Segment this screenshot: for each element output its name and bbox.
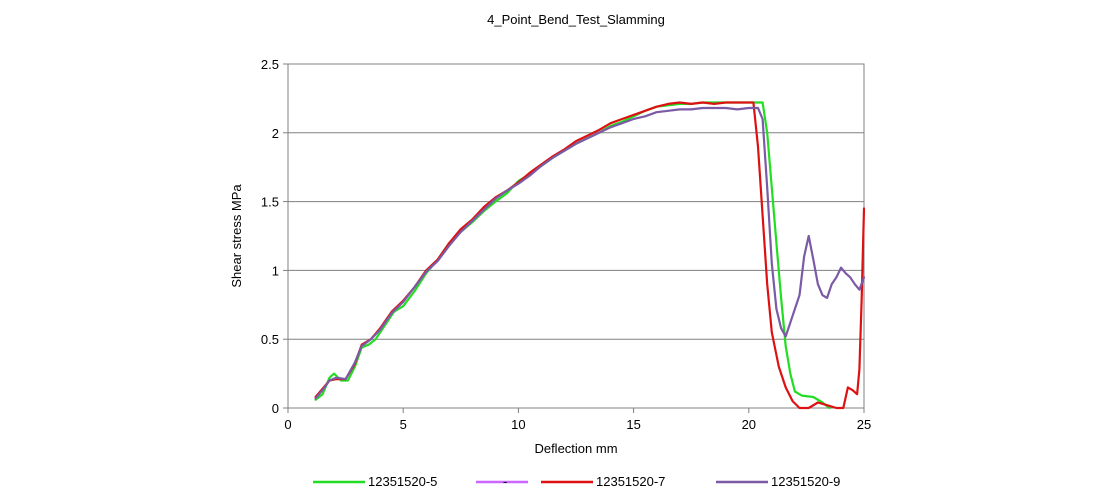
y-tick-label: 2: [272, 126, 279, 141]
y-tick-label: 2.5: [261, 57, 279, 72]
x-tick-label: 5: [400, 417, 407, 432]
chart-title: 4_Point_Bend_Test_Slamming: [487, 12, 665, 27]
x-tick-label: 0: [284, 417, 291, 432]
legend-label-2: -: [503, 474, 507, 489]
series-lines: [314, 101, 865, 410]
y-tick-label: 0: [272, 401, 279, 416]
x-axis-ticks: 0 5 10 15 20 25: [284, 408, 871, 432]
series-line-4: [314, 106, 865, 400]
series-line-3: [314, 101, 865, 410]
y-tick-label: 0.5: [261, 332, 279, 347]
legend-label-4: 12351520-9: [771, 474, 840, 489]
x-tick-label: 15: [626, 417, 640, 432]
x-tick-label: 25: [857, 417, 871, 432]
x-tick-label: 20: [742, 417, 756, 432]
y-tick-label: 1.5: [261, 195, 279, 210]
legend-label-3: 12351520-7: [596, 474, 665, 489]
x-tick-label: 10: [511, 417, 525, 432]
y-axis-label: Shear stress MPa: [229, 184, 244, 288]
y-axis-ticks: 0 0.5 1 1.5 2 2.5: [261, 57, 288, 416]
series-line-1: [314, 101, 831, 410]
y-tick-label: 1: [272, 263, 279, 278]
legend-label-1: 12351520-5: [368, 474, 437, 489]
legend: 12351520-5 - 12351520-7 12351520-9: [313, 474, 840, 489]
x-axis-label: Deflection mm: [534, 441, 617, 456]
gridlines: [288, 132, 864, 340]
